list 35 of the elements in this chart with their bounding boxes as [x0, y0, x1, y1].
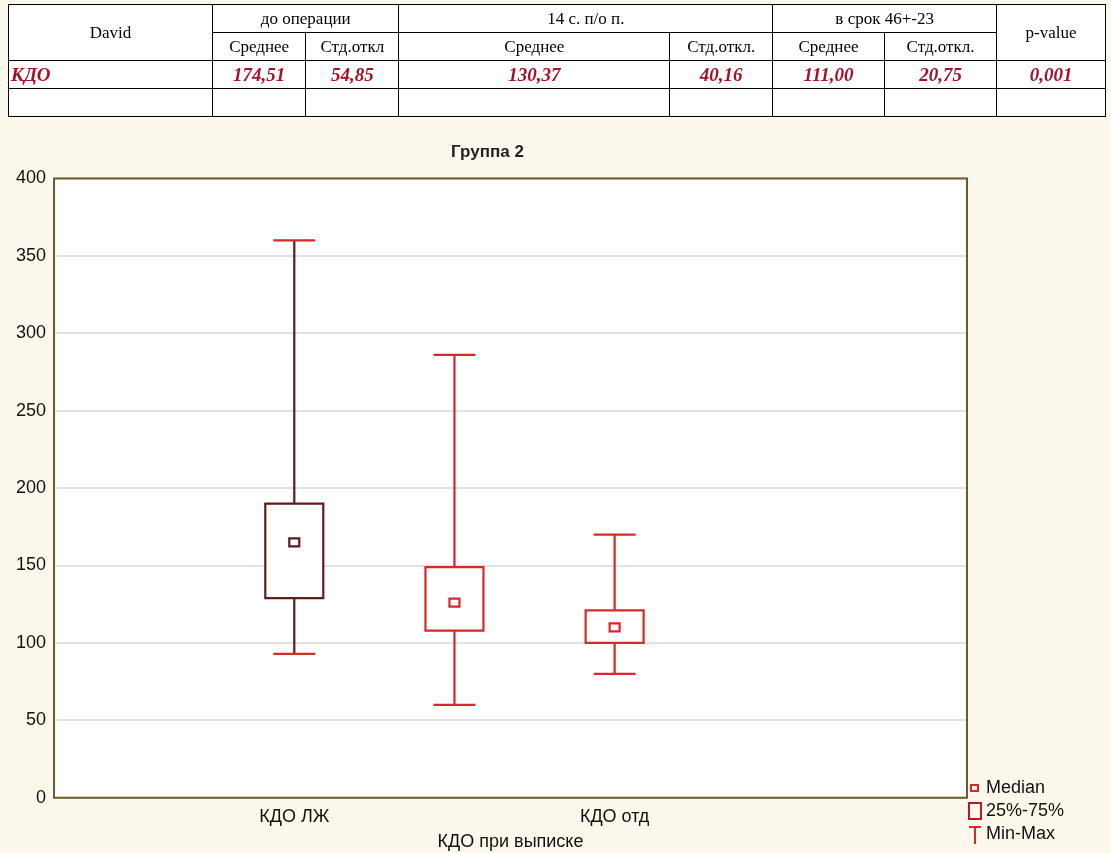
y-tick-label: 400 [15, 167, 47, 188]
y-tick-label: 0 [36, 786, 47, 807]
text: до операции [212, 4, 399, 33]
text: 130,37 [398, 60, 670, 89]
y-tick-label: 350 [15, 244, 47, 265]
text: 25%-75% [986, 799, 1065, 822]
y-tick-label: 50 [26, 709, 47, 730]
text: 54,85 [305, 60, 399, 89]
y-tick-label: 150 [15, 554, 47, 575]
text: Стд.откл. [669, 32, 773, 61]
text: Стд.откл. [884, 32, 997, 61]
text: Среднее [212, 32, 306, 61]
text: 14 с. п/о п. [398, 4, 773, 33]
text: David [8, 4, 213, 61]
text: Median [986, 776, 1046, 799]
y-tick-label: 250 [15, 399, 47, 420]
x-tick-label: КДО отд [579, 805, 650, 826]
text: Min-Max [986, 822, 1056, 845]
text: p-value [996, 4, 1106, 61]
text: 0,001 [996, 60, 1106, 89]
text: КДО [8, 60, 213, 89]
y-tick-label: 300 [15, 322, 47, 343]
y-tick-label: 200 [15, 477, 47, 498]
chart-title: Группа 2 [451, 141, 524, 161]
text: Среднее [398, 32, 670, 61]
text: в срок 46+-23 [772, 4, 997, 33]
text: Стд.откл [305, 32, 399, 61]
text: 20,75 [884, 60, 997, 89]
text: Среднее [772, 32, 885, 61]
x-axis-title: КДО при выписке [437, 831, 584, 852]
text: 40,16 [669, 60, 773, 89]
y-tick-label: 100 [15, 631, 47, 652]
text: 111,00 [772, 60, 885, 89]
x-tick-label: КДО ЛЖ [259, 805, 330, 826]
text: 174,51 [212, 60, 306, 89]
